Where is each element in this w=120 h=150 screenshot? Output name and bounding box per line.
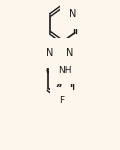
Text: N: N <box>69 9 77 19</box>
Text: F: F <box>59 96 64 105</box>
Text: N: N <box>46 48 54 58</box>
Text: NH: NH <box>58 66 72 75</box>
Text: N: N <box>66 48 74 58</box>
